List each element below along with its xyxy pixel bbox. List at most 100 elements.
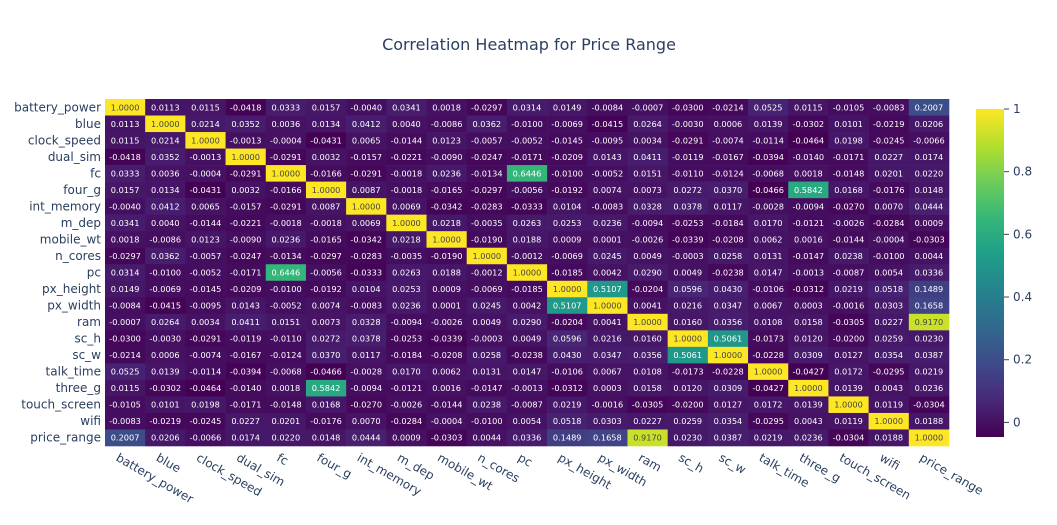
heatmap-cell (547, 115, 588, 133)
cell-value-label: 0.0412 (151, 201, 180, 211)
heatmap-cell (667, 280, 709, 298)
cell-value-label: -0.0200 (833, 334, 865, 344)
heatmap-cell (748, 247, 789, 265)
heatmap-cell (868, 313, 910, 331)
cell-value-label: 0.0087 (352, 185, 381, 195)
heatmap-cell (145, 181, 186, 199)
cell-value-label: 0.0115 (794, 102, 823, 112)
cell-value-label: 0.0387 (714, 433, 743, 443)
cell-value-label: 0.0127 (714, 400, 743, 410)
heatmap-cell (305, 429, 347, 447)
heatmap-cell (587, 346, 628, 364)
cell-value-label: -0.0066 (190, 433, 222, 443)
heatmap-cell (707, 115, 749, 133)
heatmap-cell (908, 346, 950, 364)
cell-value-label: 0.0147 (513, 367, 542, 377)
heatmap-cell (828, 330, 869, 348)
cell-value-label: -0.0069 (551, 251, 583, 261)
heatmap-cell (386, 280, 427, 298)
cell-value-label: -0.0114 (190, 367, 222, 377)
heatmap-cell (386, 99, 427, 116)
heatmap-cell (466, 181, 508, 199)
cell-value-label: -0.0167 (230, 350, 262, 360)
heatmap-cell (145, 330, 186, 348)
cell-value-label: 0.0113 (151, 102, 180, 112)
heatmap-cell (908, 280, 950, 298)
heatmap-cell (547, 379, 588, 397)
cell-value-label: 0.0227 (874, 152, 903, 162)
heatmap-cell (908, 181, 950, 199)
cell-value-label: 0.0259 (673, 416, 702, 426)
heatmap-cell (707, 379, 749, 397)
cell-value-label: -0.0165 (431, 185, 463, 195)
cell-value-label: -0.0095 (592, 135, 624, 145)
cell-value-label: 0.0069 (392, 201, 421, 211)
heatmap-cell (788, 247, 829, 265)
cell-value-label: 0.0043 (874, 383, 903, 393)
cell-value-label: 0.0168 (834, 185, 863, 195)
cell-value-label: 0.0040 (392, 119, 421, 129)
heatmap-cell (466, 280, 508, 298)
heatmap-cell (346, 264, 387, 282)
heatmap-cell (105, 148, 146, 166)
heatmap-cell (748, 313, 789, 331)
heatmap-cell (185, 396, 226, 414)
colorbar-gradient (976, 109, 1004, 437)
heatmap-cell (305, 264, 347, 282)
heatmap-cell (145, 148, 186, 166)
cell-value-label: -0.0140 (793, 152, 825, 162)
heatmap-cell (627, 214, 668, 232)
cell-value-label: -0.0007 (109, 317, 141, 327)
cell-value-label: 0.0356 (633, 350, 662, 360)
cell-value-label: -0.0066 (913, 135, 945, 145)
heatmap-cell (346, 214, 387, 232)
heatmap-cell (346, 165, 387, 182)
heatmap-cell (506, 379, 548, 397)
heatmap-cell (788, 297, 829, 315)
heatmap-cell (547, 247, 588, 265)
heatmap-cell (426, 297, 468, 315)
heatmap-cell (828, 313, 869, 331)
cell-value-label: 0.0596 (673, 284, 702, 294)
heatmap-cell (868, 181, 910, 199)
heatmap-cell (587, 181, 628, 199)
heatmap-cell (305, 247, 347, 265)
cell-value-label: -0.0134 (471, 168, 503, 178)
cell-value-label: 0.0108 (754, 317, 783, 327)
cell-value-label: -0.0026 (632, 234, 664, 244)
cell-value-label: 0.0219 (754, 433, 783, 443)
y-tick-label: clock_speed (28, 133, 101, 147)
heatmap-cell (908, 165, 950, 182)
heatmap-cell (547, 231, 588, 249)
heatmap-cell (788, 396, 829, 414)
cell-value-label: 0.0009 (392, 433, 421, 443)
heatmap-cell (748, 264, 789, 282)
heatmap-cell (466, 412, 508, 430)
cell-value-label: -0.0185 (551, 268, 583, 278)
heatmap-cell (627, 148, 668, 166)
cell-value-label: 0.0101 (151, 400, 180, 410)
cell-value-label: -0.0464 (190, 383, 222, 393)
cell-value-label: 0.0067 (593, 367, 622, 377)
heatmap-cell (788, 379, 829, 397)
cell-value-label: -0.0087 (833, 268, 865, 278)
heatmap-cell (748, 396, 789, 414)
heatmap-cell (587, 148, 628, 166)
heatmap-cell (667, 181, 709, 199)
cell-value-label: -0.0171 (230, 400, 262, 410)
heatmap-cell (305, 99, 347, 116)
heatmap-cell (667, 231, 709, 249)
heatmap-cell (145, 214, 186, 232)
heatmap-cell (828, 379, 869, 397)
heatmap-cell (426, 214, 468, 232)
heatmap-cell (627, 330, 668, 348)
heatmap-cell (426, 247, 468, 265)
cell-value-label: -0.0147 (793, 251, 825, 261)
heatmap-cell (828, 115, 869, 133)
heatmap-cell (788, 132, 829, 149)
heatmap-cell (346, 396, 387, 414)
heatmap-cell (748, 148, 789, 166)
cell-value-label: 0.0309 (714, 383, 743, 393)
heatmap-cell (547, 346, 588, 364)
heatmap-cell (386, 214, 427, 232)
